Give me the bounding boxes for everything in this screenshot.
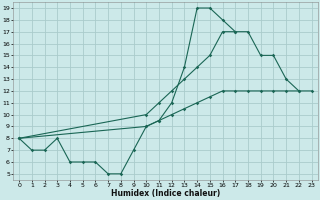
X-axis label: Humidex (Indice chaleur): Humidex (Indice chaleur): [111, 189, 220, 198]
